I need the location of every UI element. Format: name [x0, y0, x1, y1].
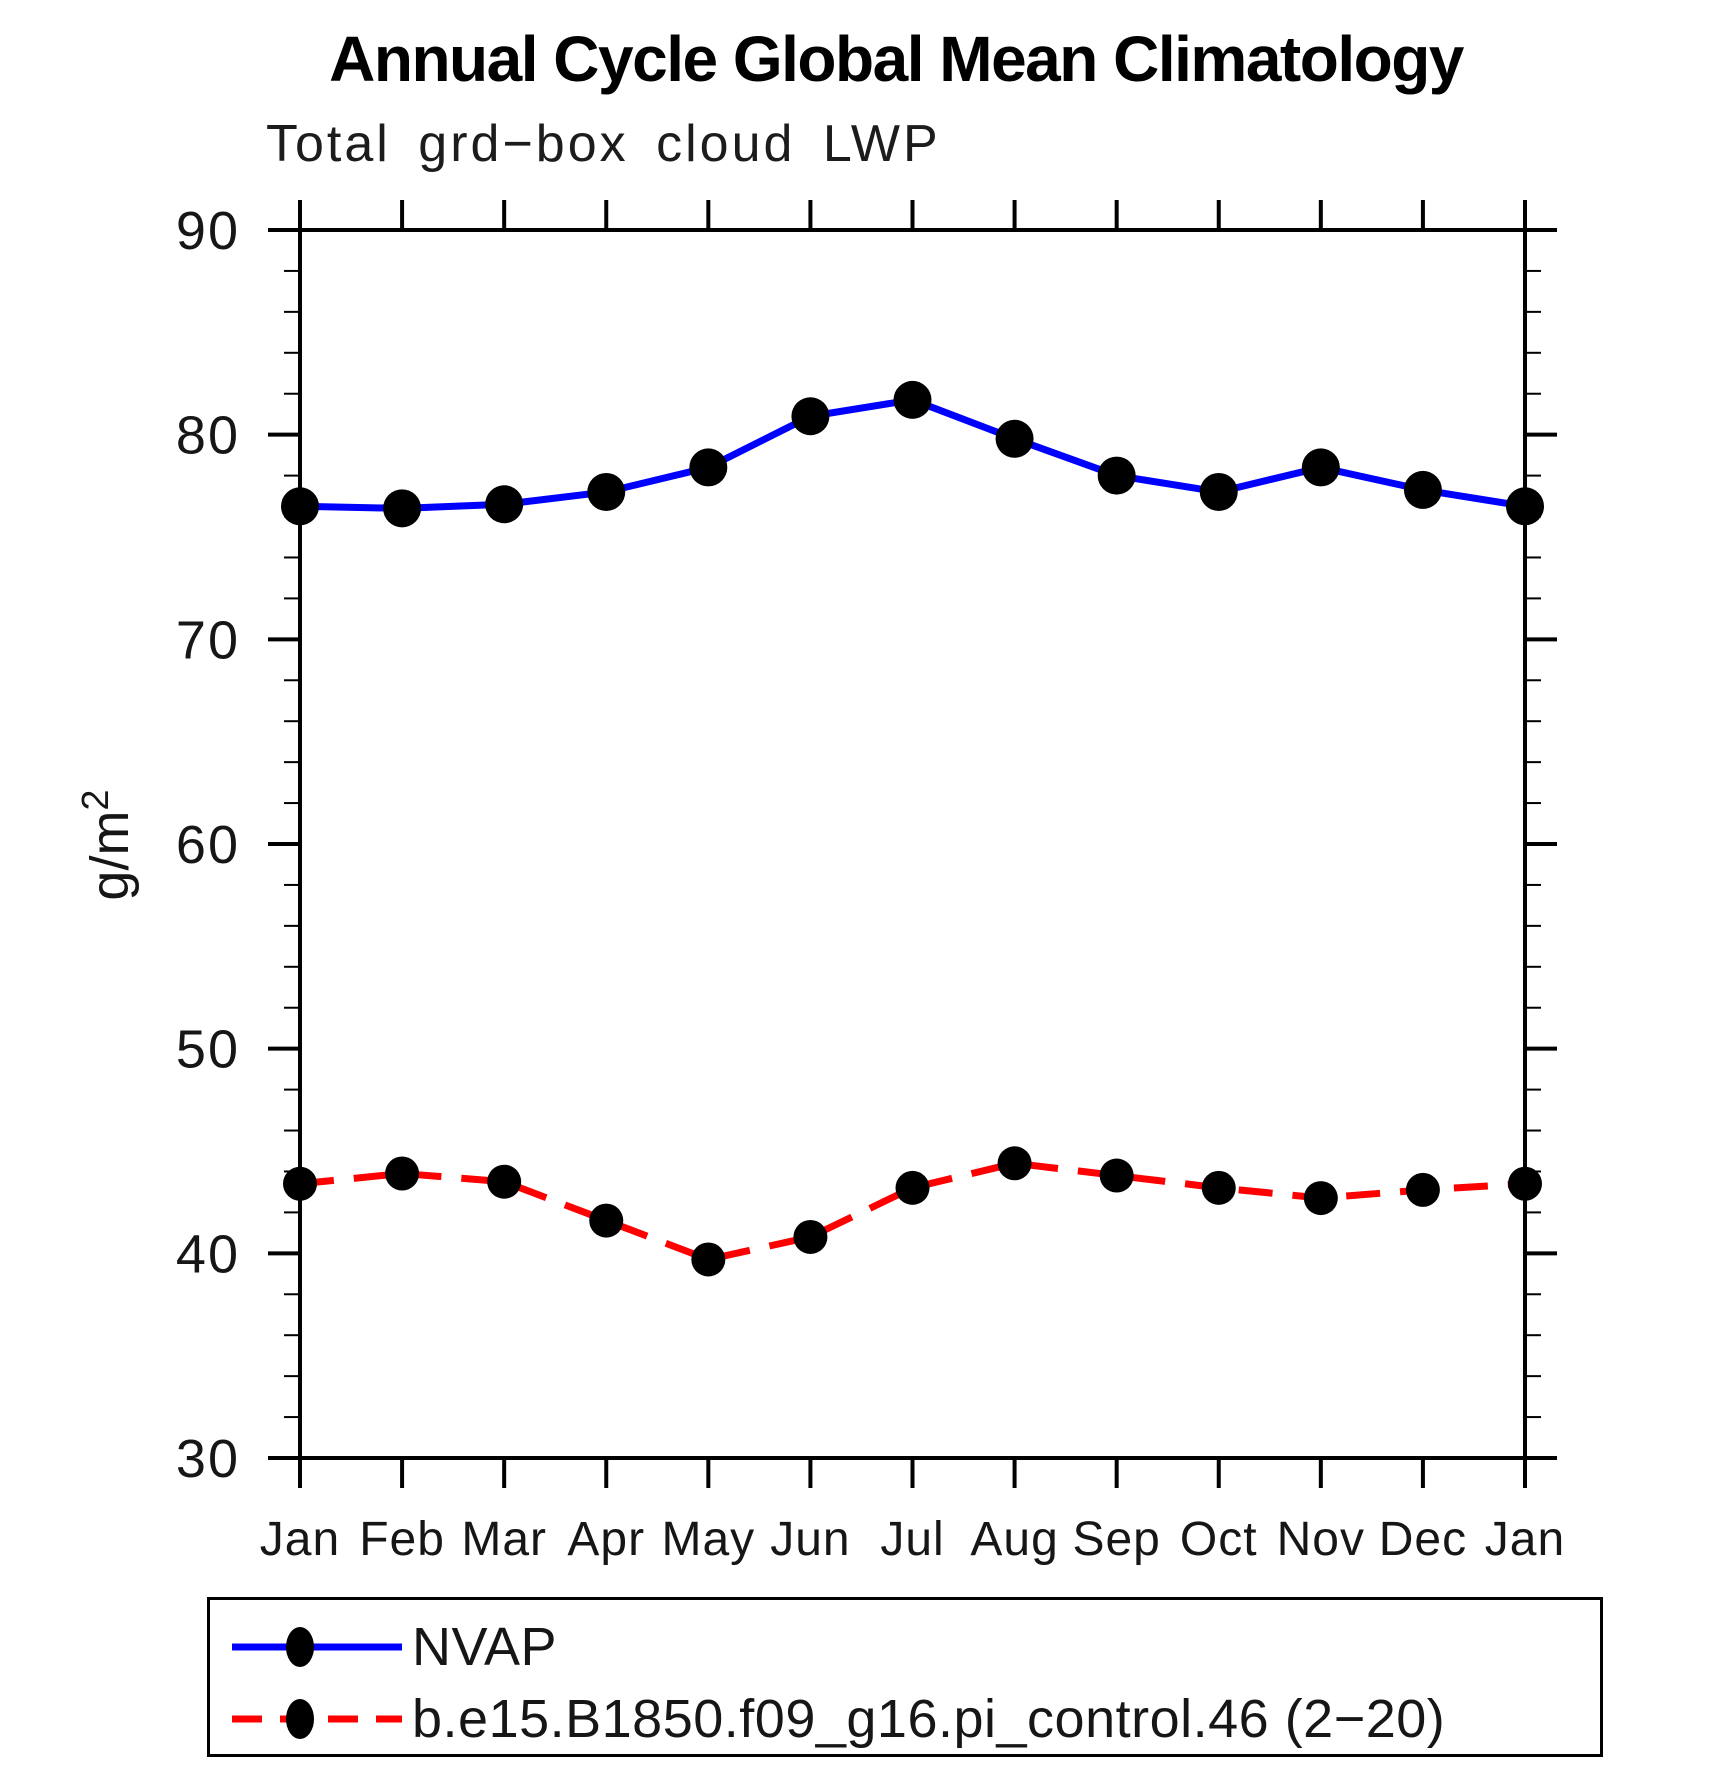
- data-point-model: [895, 1170, 930, 1205]
- legend-line-sample-model: [232, 1699, 402, 1739]
- data-point-model: [1099, 1158, 1134, 1193]
- legend-item-nvap: NVAP: [228, 1616, 557, 1678]
- legend-label-nvap: NVAP: [412, 1617, 558, 1677]
- legend-sample-marker: [286, 1699, 314, 1739]
- data-point-model: [997, 1146, 1032, 1181]
- x-tick-label: Mar: [461, 1513, 547, 1566]
- data-point-nvap: [893, 380, 932, 419]
- x-tick-label: Apr: [567, 1513, 645, 1566]
- data-point-nvap: [995, 419, 1034, 458]
- x-tick-label: Aug: [970, 1513, 1058, 1566]
- x-tick-label: Sep: [1072, 1513, 1160, 1566]
- legend-label-model: b.e15.B1850.f09_g16.pi_control.46 (2−20): [412, 1689, 1446, 1749]
- chart-title: Annual Cycle Global Mean Climatology: [329, 23, 1464, 95]
- data-point-model: [283, 1166, 317, 1201]
- y-axis-ticks: 30 40 50 60 70 80 90: [176, 201, 1557, 1489]
- y-tick-label: 60: [176, 815, 240, 875]
- y-tick-label: 40: [176, 1224, 240, 1284]
- chart-subtitle: Total grd−box cloud LWP: [266, 115, 941, 173]
- data-point-nvap: [791, 397, 830, 436]
- x-tick-label: Dec: [1379, 1513, 1467, 1566]
- y-tick-label: 90: [176, 201, 240, 261]
- data-point-nvap: [1506, 487, 1544, 526]
- y-tick-label: 80: [176, 406, 240, 466]
- legend-item-model: b.e15.B1850.f09_g16.pi_control.46 (2−20): [228, 1688, 1445, 1750]
- x-tick-label: May: [661, 1513, 755, 1566]
- x-axis-ticks: Jan Feb Mar Apr May Jun Jul Aug Sep Oct Nov Dec Jan: [260, 200, 1565, 1566]
- x-tick-label: Feb: [359, 1513, 445, 1566]
- data-point-model: [1508, 1166, 1542, 1201]
- data-point-model: [793, 1219, 828, 1254]
- y-tick-label: 70: [176, 610, 240, 670]
- x-tick-label: Jun: [770, 1513, 850, 1566]
- data-point-model: [589, 1203, 624, 1238]
- data-point-model: [487, 1164, 522, 1199]
- data-point-nvap: [587, 472, 626, 511]
- legend-line-sample-nvap: [232, 1627, 402, 1667]
- data-point-model: [385, 1156, 420, 1191]
- y-tick-label: 50: [176, 1020, 240, 1080]
- data-point-nvap: [1199, 472, 1238, 511]
- x-tick-label: Nov: [1277, 1513, 1365, 1566]
- series-markers-nvap: [281, 380, 1544, 528]
- data-point-nvap: [1403, 470, 1442, 509]
- y-axis-title: g/m2: [75, 789, 140, 900]
- data-point-nvap: [281, 487, 319, 526]
- data-point-model: [1303, 1181, 1338, 1216]
- x-tick-label: Jan: [260, 1513, 340, 1566]
- data-point-model: [1201, 1170, 1236, 1205]
- y-tick-label: 30: [176, 1429, 240, 1489]
- legend-sample-marker: [286, 1627, 314, 1667]
- data-point-nvap: [383, 489, 422, 528]
- data-point-model: [1405, 1172, 1440, 1207]
- series-markers-model: [283, 1146, 1542, 1277]
- x-tick-label: Jan: [1485, 1513, 1565, 1566]
- x-tick-label: Oct: [1180, 1513, 1258, 1566]
- data-point-nvap: [485, 485, 524, 524]
- data-point-model: [691, 1242, 726, 1277]
- x-tick-label: Jul: [880, 1513, 944, 1566]
- legend-box: NVAP b.e15.B1850.f09_g16.pi_control.46 (…: [207, 1597, 1603, 1757]
- data-point-nvap: [1301, 448, 1340, 487]
- data-point-nvap: [689, 448, 728, 487]
- data-point-nvap: [1097, 456, 1136, 495]
